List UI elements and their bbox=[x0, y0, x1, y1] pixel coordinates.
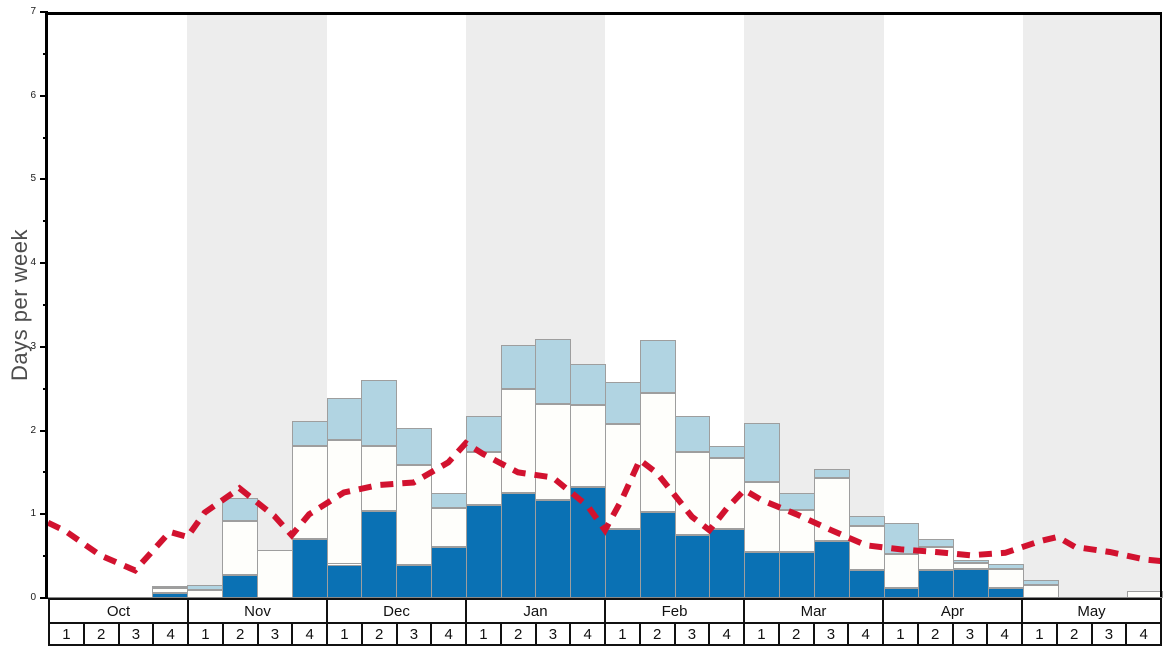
week-cell: 4 bbox=[571, 624, 606, 644]
bar-segment-light-blue bbox=[987, 563, 1024, 569]
month-cell: Dec bbox=[328, 600, 467, 622]
y-tick-label: 6 bbox=[30, 89, 36, 101]
bar-segment-light-blue bbox=[500, 345, 537, 389]
week-cell: 2 bbox=[224, 624, 259, 644]
bar-segment-light-blue bbox=[744, 423, 781, 482]
week-cell: 2 bbox=[641, 624, 676, 644]
y-tick-label: 3 bbox=[30, 340, 36, 352]
month-cell: Jan bbox=[467, 600, 606, 622]
month-cell: Mar bbox=[745, 600, 884, 622]
bar-segment-light-blue bbox=[570, 363, 606, 405]
month-shade-band bbox=[1022, 12, 1162, 598]
y-major-tick bbox=[40, 597, 48, 599]
bar-segment-light-blue bbox=[848, 515, 885, 526]
right-spine bbox=[1160, 12, 1162, 598]
week-cell: 4 bbox=[710, 624, 745, 644]
week-cell: 4 bbox=[988, 624, 1023, 644]
bar-segment-light-blue bbox=[605, 382, 641, 424]
week-cell: 2 bbox=[1058, 624, 1093, 644]
week-cell: 4 bbox=[293, 624, 328, 644]
bar-segment-white bbox=[987, 568, 1024, 588]
bar-segment-dark-blue bbox=[709, 529, 746, 598]
y-major-tick bbox=[40, 178, 48, 181]
week-cell: 1 bbox=[467, 624, 502, 644]
week-cell: 2 bbox=[363, 624, 398, 644]
week-cell: 3 bbox=[259, 624, 294, 644]
plot-area: 0 1 2 3 4 5 6 7 bbox=[30, 7, 1163, 603]
month-cell: Oct bbox=[50, 600, 189, 622]
y-major-tick bbox=[40, 429, 48, 432]
bar-segment-light-blue bbox=[674, 416, 711, 453]
week-cell: 3 bbox=[676, 624, 711, 644]
bar-segment-dark-blue bbox=[848, 570, 885, 598]
bar-segment-light-blue bbox=[396, 428, 432, 465]
y-axis-spine bbox=[45, 12, 48, 598]
month-cell: May bbox=[1077, 602, 1106, 620]
bar-segment-light-blue bbox=[535, 339, 572, 404]
y-tick-label: 5 bbox=[30, 173, 36, 185]
month-cell: Nov bbox=[189, 600, 328, 622]
week-cell: 1 bbox=[1023, 624, 1058, 644]
y-tick-label: 7 bbox=[30, 6, 36, 17]
y-major-tick bbox=[40, 94, 48, 97]
bar-segment-dark-blue bbox=[639, 511, 676, 598]
week-cell: 1 bbox=[606, 624, 641, 644]
x-axis-baseline bbox=[48, 597, 1162, 598]
bar-segment-white bbox=[813, 478, 850, 542]
week-cell: 3 bbox=[120, 624, 155, 644]
week-cell: 1 bbox=[328, 624, 363, 644]
top-spine bbox=[45, 12, 1162, 15]
bar-segment-light-blue bbox=[361, 380, 398, 446]
week-cell: 4 bbox=[432, 624, 467, 644]
week-cell: 1 bbox=[50, 624, 85, 644]
bar-segment-light-blue bbox=[918, 539, 955, 547]
week-cell: 2 bbox=[780, 624, 815, 644]
week-cell: 2 bbox=[85, 624, 120, 644]
bar-segment-light-blue bbox=[953, 560, 989, 563]
month-cell: Apr bbox=[884, 600, 1023, 622]
y-axis-title: Days per week bbox=[7, 228, 32, 382]
week-cell: 3 bbox=[537, 624, 572, 644]
bar-segment-light-blue bbox=[813, 469, 850, 479]
week-cell: 3 bbox=[1093, 624, 1128, 644]
bar-segment-white bbox=[639, 392, 676, 512]
bar-segment-dark-blue bbox=[500, 493, 537, 598]
week-cell: 2 bbox=[502, 624, 537, 644]
bar-segment-white bbox=[570, 404, 606, 487]
red-dashed-line bbox=[46, 439, 1163, 575]
month-cell: Feb bbox=[606, 600, 745, 622]
week-cell: 3 bbox=[815, 624, 850, 644]
bar-segment-white bbox=[256, 550, 293, 598]
week-cell: 2 bbox=[919, 624, 954, 644]
y-tick-label: 0 bbox=[30, 592, 36, 603]
y-tick-label: 1 bbox=[30, 508, 36, 520]
bar-segment-light-blue bbox=[1022, 579, 1059, 586]
y-major-tick bbox=[40, 11, 48, 13]
week-cell: 1 bbox=[745, 624, 780, 644]
week-cell: 3 bbox=[954, 624, 989, 644]
week-cell: 1 bbox=[189, 624, 224, 644]
week-cell: 4 bbox=[154, 624, 189, 644]
bar-segment-light-blue bbox=[222, 497, 258, 521]
bar-segment-light-blue bbox=[291, 421, 328, 446]
bar-segment-white bbox=[222, 520, 258, 576]
y-tick-label: 4 bbox=[30, 257, 36, 269]
y-major-tick bbox=[40, 262, 48, 265]
bar-segment-light-blue bbox=[639, 340, 676, 393]
y-tick-label: 2 bbox=[30, 424, 36, 436]
week-cell: 1 bbox=[884, 624, 919, 644]
y-major-tick bbox=[40, 345, 48, 348]
week-cell: 3 bbox=[398, 624, 433, 644]
bar-segment-white bbox=[883, 553, 920, 588]
y-major-tick bbox=[40, 513, 48, 516]
week-cell: 4 bbox=[1139, 625, 1148, 643]
week-cell: 4 bbox=[849, 624, 884, 644]
month-axis-row: Oct Nov Dec Jan Feb Mar Apr May bbox=[48, 598, 1162, 624]
